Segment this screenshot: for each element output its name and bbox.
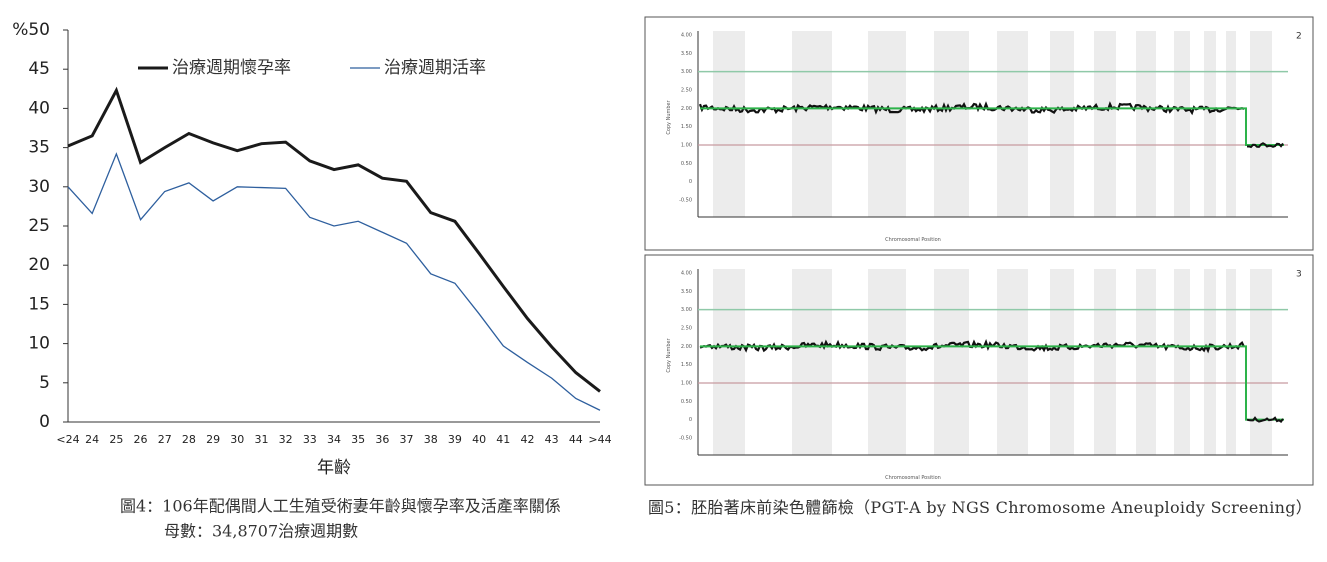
x-tick-label: 39 (448, 433, 462, 446)
chromosome-band (1174, 269, 1190, 455)
chromosome-band (934, 31, 969, 217)
x-tick-label: 42 (520, 433, 534, 446)
x-axis-title: 年齡 (317, 458, 351, 478)
x-tick-label: 33 (303, 433, 317, 446)
chromosome-band (792, 269, 832, 455)
panel-y-tick-label: 3.00 (681, 307, 692, 313)
y-tick-label: 40 (28, 98, 50, 118)
panel-y-tick-label: 0 (689, 179, 692, 185)
panel-frame (644, 254, 1314, 486)
figure4-note: 母數：34,8707治療週期數 (164, 522, 358, 541)
panel-y-tick-label: 0 (689, 417, 692, 423)
chromosome-band (934, 269, 969, 455)
x-tick-label: 27 (158, 433, 172, 446)
x-tick-label: 36 (375, 433, 389, 446)
panel-y-tick-label: 4.00 (681, 271, 692, 277)
chromosome-band (1136, 269, 1156, 455)
panel-x-title: Chromosomal Position (885, 475, 941, 481)
figure4-caption: 圖4：106年配偶間人工生殖受術妻年齡與懷孕率及活產率關係 (120, 497, 561, 516)
chromosome-band (997, 269, 1028, 455)
panel-y-tick-label: 1.50 (681, 362, 692, 368)
chromosome-band (1250, 269, 1272, 455)
chromosome-band (1226, 269, 1236, 455)
x-tick-label: 43 (545, 433, 559, 446)
panel-y-tick-label: 3.00 (681, 69, 692, 75)
y-tick-label: 15 (28, 294, 50, 314)
panel-y-tick-label: 1.00 (681, 381, 692, 387)
y-tick-label: 0 (39, 412, 50, 432)
x-tick-label: 35 (351, 433, 365, 446)
y-tick-label: 35 (28, 138, 50, 158)
cnv-points (1246, 416, 1284, 423)
x-tick-label: 30 (230, 433, 244, 446)
panel-frame (644, 16, 1314, 251)
chromosome-band (997, 31, 1028, 217)
chromosome-band (1094, 31, 1116, 217)
panel-y-tick-label: 2.50 (681, 88, 692, 94)
panel-y-tick-label: 0.50 (681, 399, 692, 405)
x-tick-label: 40 (472, 433, 486, 446)
chromosome-band (1050, 269, 1074, 455)
panel-x-title: Chromosomal Position (885, 237, 941, 243)
chromosome-band (1174, 31, 1190, 217)
x-tick-label: <24 (56, 433, 79, 446)
y-tick-label: 45 (28, 59, 50, 79)
chromosome-band (713, 31, 745, 217)
panel-y-tick-label: 1.00 (681, 143, 692, 149)
chromosome-band (1250, 31, 1272, 217)
figure5-caption: 圖5：胚胎著床前染色體篩檢（PGT-A by NGS Chromosome An… (648, 498, 1313, 517)
x-tick-label: 34 (327, 433, 341, 446)
chromosome-band (1050, 31, 1074, 217)
x-tick-label: 37 (400, 433, 414, 446)
panel-y-tick-label: 2.50 (681, 326, 692, 332)
x-tick-label: 38 (424, 433, 438, 446)
x-tick-label: 32 (279, 433, 293, 446)
x-tick-label: 44 (569, 433, 583, 446)
chromosome-band (1136, 31, 1156, 217)
x-tick-label: 29 (206, 433, 220, 446)
x-tick-label: 31 (254, 433, 268, 446)
y-tick-label: 10 (28, 334, 50, 354)
chromosome-band (868, 269, 906, 455)
panel-y-tick-label: 2.00 (681, 106, 692, 112)
legend-label: 治療週期懷孕率 (172, 58, 291, 78)
panel-y-title: Copy Number (666, 99, 672, 134)
panel-y-tick-label: 0.50 (681, 161, 692, 167)
chromosome-band (868, 31, 906, 217)
series-line (67, 86, 601, 393)
panel-y-tick-label: 1.50 (681, 124, 692, 130)
panel-y-tick-label: 2.00 (681, 344, 692, 350)
panel-y-tick-label: 3.50 (681, 289, 692, 295)
chromosome-band (1204, 269, 1216, 455)
x-tick-label: 26 (134, 433, 148, 446)
cnv-points (1246, 142, 1284, 149)
y-tick-label: 25 (28, 216, 50, 236)
x-tick-label: >44 (588, 433, 611, 446)
y-tick-label: 5 (39, 373, 50, 393)
panel-y-tick-label: -0.50 (679, 198, 692, 204)
chromosome-band (1094, 269, 1116, 455)
chromosome-band (1226, 31, 1236, 217)
y-tick-label: 20 (28, 255, 50, 275)
y-tick-label: 30 (28, 177, 50, 197)
panel-y-tick-label: 4.00 (681, 33, 692, 39)
x-tick-label: 41 (496, 433, 510, 446)
chromosome-band (713, 269, 745, 455)
panel-label: 3 (1296, 270, 1302, 280)
y-tick-label: %50 (12, 20, 50, 40)
legend-label: 治療週期活率 (384, 58, 486, 78)
panel-y-title: Copy Number (666, 337, 672, 372)
x-tick-label: 25 (109, 433, 123, 446)
panel-y-tick-label: 3.50 (681, 51, 692, 57)
chromosome-band (792, 31, 832, 217)
panel-label: 2 (1296, 32, 1302, 42)
chromosome-band (1204, 31, 1216, 217)
x-tick-label: 28 (182, 433, 196, 446)
panel-y-tick-label: -0.50 (679, 436, 692, 442)
series-line (67, 152, 601, 411)
x-tick-label: 24 (85, 433, 99, 446)
